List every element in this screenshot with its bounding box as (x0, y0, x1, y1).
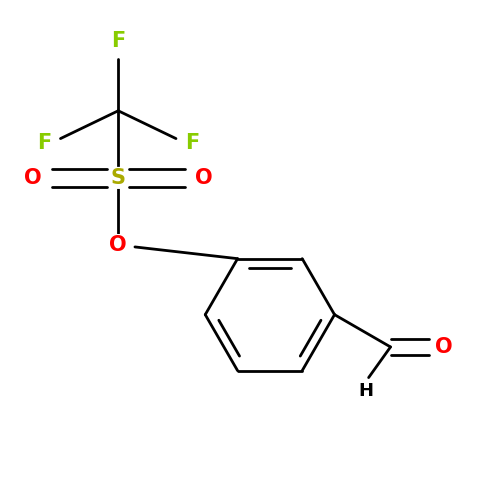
Text: O: O (24, 168, 41, 188)
Text: O: O (436, 337, 453, 357)
Text: F: F (37, 133, 51, 153)
Text: F: F (186, 133, 200, 153)
Text: O: O (110, 235, 127, 255)
Text: O: O (196, 168, 213, 188)
Text: S: S (110, 168, 126, 188)
Text: F: F (111, 31, 126, 51)
Text: H: H (358, 382, 373, 400)
